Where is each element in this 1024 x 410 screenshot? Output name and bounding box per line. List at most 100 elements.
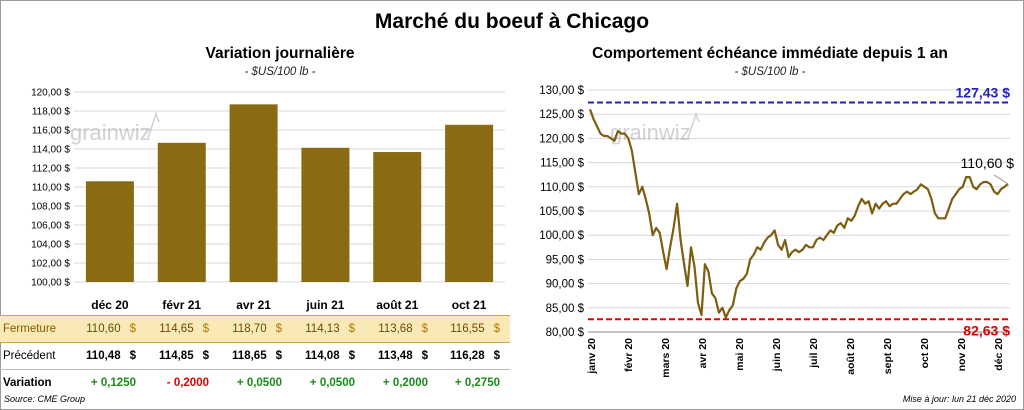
right-chart-title: Comportement échéance immédiate depuis 1…: [592, 45, 948, 62]
cell-value: 116,28 $: [438, 342, 510, 370]
value-text: 114,08: [305, 350, 340, 362]
x-tick-label: févr 20: [623, 338, 635, 372]
price-series-line: [588, 109, 1009, 319]
value-text: 114,85: [159, 350, 194, 362]
y-tick-label: 105,00 $: [539, 206, 584, 218]
y-tick-label: 85,00 $: [546, 303, 585, 315]
y-tick-label: 116,00 $: [32, 126, 71, 137]
y-tick-label: 110,00 $: [32, 183, 71, 194]
left-chart-title: Variation journalière: [205, 45, 355, 62]
bar: [445, 124, 494, 283]
y-tick-label: 115,00 $: [540, 158, 585, 170]
y-tick-label: 100,00 $: [539, 230, 584, 242]
watermark-text: grainwiz: [70, 120, 151, 145]
cell-value: 118,70 $: [219, 315, 292, 343]
x-category-label: août 21: [376, 298, 418, 312]
y-tick-label: 118,00 $: [32, 107, 71, 118]
value-text: 114,65: [159, 323, 194, 335]
currency-suffix: $: [275, 323, 282, 335]
currency-suffix: $: [129, 323, 136, 335]
bar: [85, 181, 134, 282]
x-tick-label: avr 20: [697, 338, 709, 369]
y-tick-label: 120,00 $: [31, 88, 70, 99]
row-label: Variation: [3, 377, 52, 389]
x-tick-label: nov 20: [956, 338, 968, 371]
currency-suffix: $: [493, 350, 500, 362]
cell-value: 113,48 $: [365, 342, 438, 370]
y-tick-label: 100,00 $: [31, 278, 70, 289]
main-title: Marché du boeuf à Chicago: [374, 10, 650, 33]
y-tick-label: 110,00 $: [540, 182, 585, 194]
wheat-icon: [147, 111, 160, 139]
cell-value: + 0,1250: [74, 370, 146, 397]
x-tick-label: mai 20: [734, 338, 746, 371]
x-tick-label: oct 20: [919, 338, 931, 369]
currency-suffix: $: [275, 350, 282, 362]
y-tick-label: 102,00 $: [31, 259, 70, 270]
cell-value: + 0,2000: [365, 370, 438, 397]
cell-value: 114,13 $: [292, 315, 365, 343]
last-price-leader: [993, 174, 1009, 185]
x-tick-label: déc 20: [993, 338, 1005, 371]
cell-value: + 0,0500: [292, 370, 365, 397]
currency-suffix: $: [202, 350, 209, 362]
bar: [229, 104, 278, 282]
y-tick-label: 104,00 $: [31, 240, 70, 251]
grainwiz-watermark-logo: grainwiz: [70, 111, 160, 145]
min-price-label: 82,63 $: [963, 322, 1010, 338]
cell-value: 116,55 $: [438, 315, 510, 343]
value-text: + 0,0500: [309, 377, 355, 389]
last-price-label: 110,60 $: [961, 155, 1015, 171]
left-chart-units: - $US/100 lb -: [244, 66, 316, 78]
x-tick-label: mars 20: [660, 338, 672, 378]
update-note: Mise à jour: lun 21 déc 2020: [902, 394, 1016, 404]
cell-value: + 0,2750: [438, 370, 510, 397]
x-category-label: juin 21: [305, 298, 344, 312]
daily-variation-bar-chart: 100,00 $ 102,00 $ 104,00 $ 106,00 $ 108,00 $…: [31, 88, 505, 312]
cell-value: 114,08 $: [292, 342, 365, 370]
x-category-label: oct 21: [452, 298, 487, 312]
front-month-line-chart: 80,00 $ 85,00 $ 90,00 $ 95,00 $ 100,00 $ 105,…: [539, 84, 1015, 378]
price-table: Fermeture 110,60 $114,65 $118,70 $114,13 $113…: [0, 315, 510, 396]
currency-suffix: $: [493, 323, 500, 335]
y-tick-label: 114,00 $: [32, 145, 71, 156]
value-text: 116,28: [450, 350, 485, 362]
cell-value: + 0,0500: [219, 370, 292, 397]
value-text: 114,13: [305, 323, 340, 335]
x-tick-label: juin 20: [771, 338, 783, 372]
bar: [301, 147, 350, 282]
y-tick-label: 90,00 $: [546, 279, 585, 291]
y-tick-label: 125,00 $: [539, 109, 584, 121]
cell-value: 118,65 $: [219, 342, 292, 370]
y-tick-label: 108,00 $: [31, 202, 70, 213]
cell-value: 114,85 $: [146, 342, 219, 370]
cell-value: 113,68 $: [365, 315, 438, 343]
x-category-label: déc 20: [91, 298, 129, 312]
value-text: 110,48: [86, 350, 121, 362]
table-row-precedent: Précédent 110,48 $114,85 $118,65 $ 114,08 $113…: [0, 342, 510, 370]
value-text: 110,60: [86, 323, 121, 335]
x-category-label: avr 21: [236, 298, 271, 312]
bar: [373, 152, 422, 282]
currency-suffix: $: [348, 350, 355, 362]
table-row-variation: Variation + 0,1250 - 0,2000 + 0,0500 + 0,050…: [0, 370, 510, 397]
y-tick-label: 80,00 $: [546, 327, 585, 339]
value-text: 118,70: [232, 323, 267, 335]
cell-value: - 0,2000: [146, 370, 219, 397]
x-tick-label: sept 20: [882, 338, 894, 374]
currency-suffix: $: [129, 350, 136, 362]
currency-suffix: $: [421, 323, 428, 335]
value-text: + 0,0500: [236, 377, 282, 389]
row-label: Précédent: [0, 342, 74, 370]
y-tick-label: 95,00 $: [546, 254, 585, 266]
row-label: Fermeture: [0, 315, 74, 343]
cell-value: 110,60 $: [74, 315, 146, 343]
table-row-fermeture: Fermeture 110,60 $114,65 $118,70 $114,13 $113…: [0, 315, 510, 343]
x-tick-label: juil 20: [808, 338, 820, 369]
right-chart-units: - $US/100 lb -: [734, 66, 806, 78]
value-text: 113,48: [378, 350, 413, 362]
value-text: + 0,2000: [382, 377, 428, 389]
y-tick-label: 130,00 $: [539, 85, 584, 97]
x-tick-label: janv 20: [586, 338, 598, 375]
y-tick-label: 106,00 $: [31, 221, 70, 232]
